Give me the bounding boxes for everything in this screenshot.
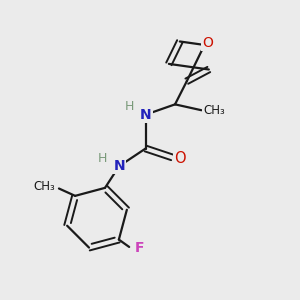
Text: O: O [202,36,213,50]
Text: F: F [135,242,145,255]
Text: CH₃: CH₃ [203,104,225,117]
Text: N: N [140,108,152,122]
Text: CH₃: CH₃ [34,180,56,193]
Text: H: H [98,152,108,165]
Text: N: N [113,159,125,173]
Text: H: H [125,100,134,113]
Text: O: O [175,151,186,166]
